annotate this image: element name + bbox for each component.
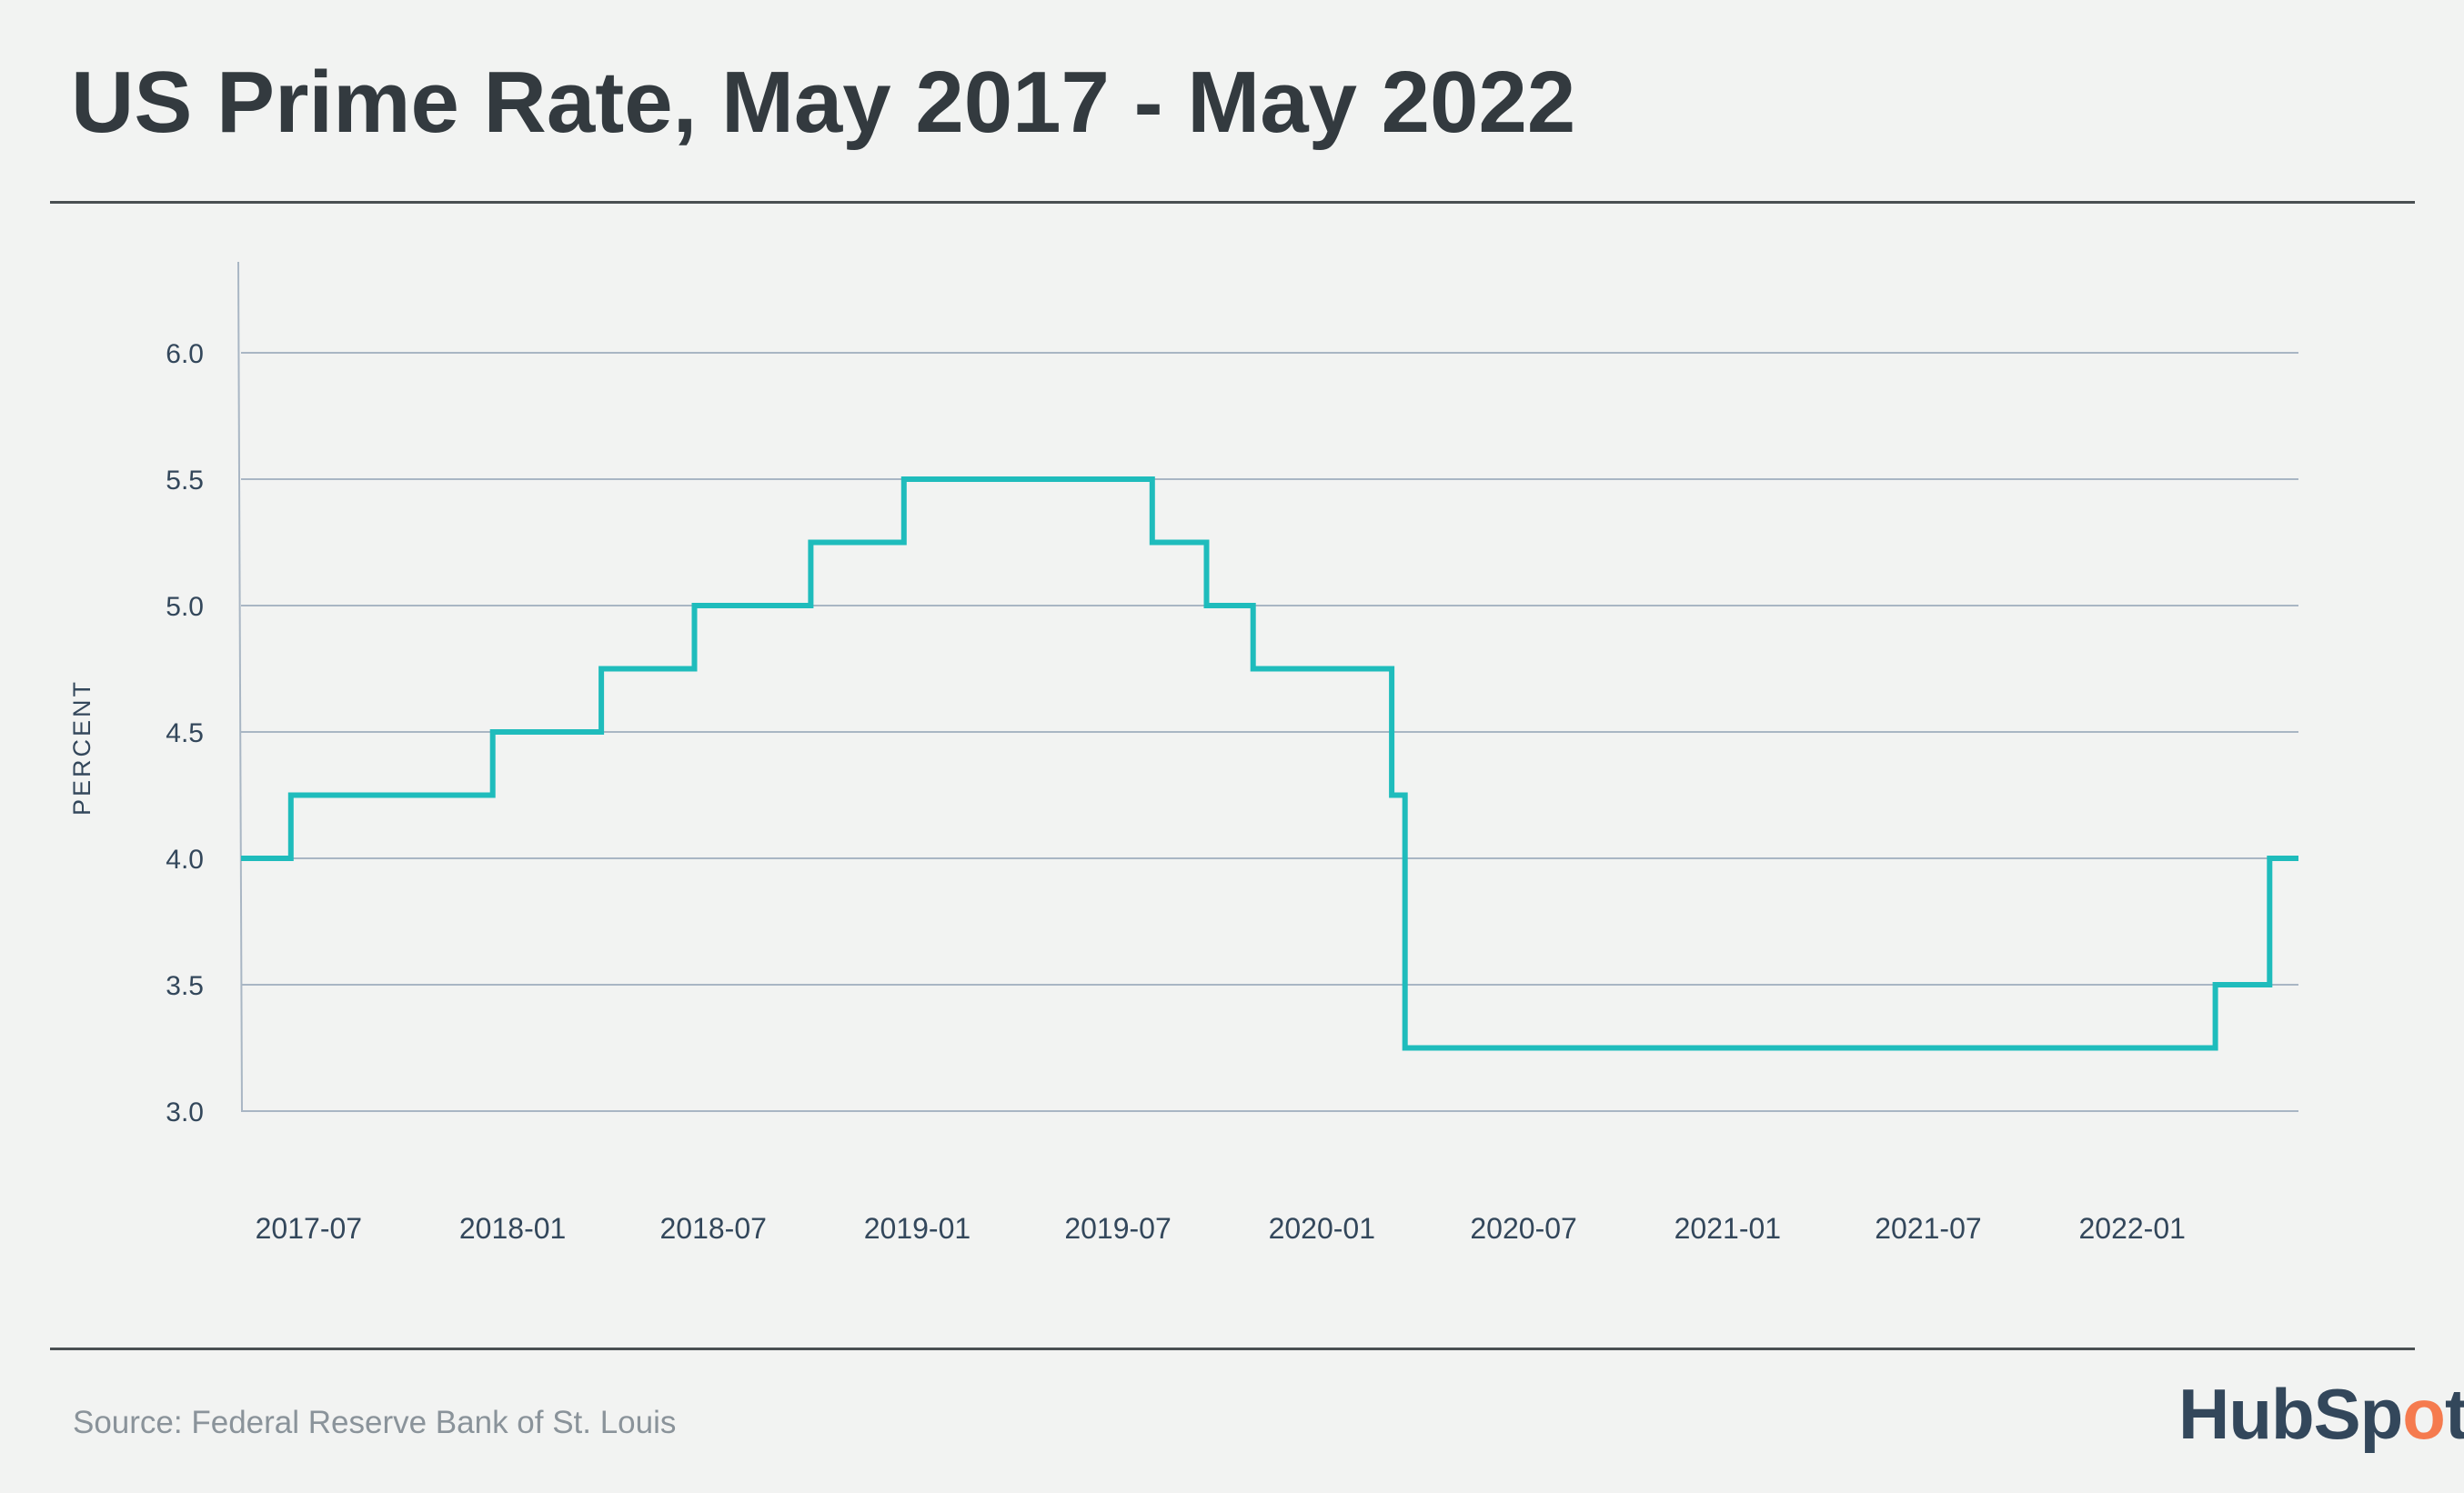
y-axis-label: PERCENT — [68, 679, 96, 816]
x-tick-label: 2018-01 — [459, 1212, 566, 1245]
x-tick-label: 2020-01 — [1269, 1212, 1375, 1245]
source-note: Source: Federal Reserve Bank of St. Loui… — [73, 1405, 677, 1440]
top-divider — [50, 201, 2415, 204]
series-layer — [241, 476, 2298, 1051]
y-tick-label: 4.5 — [166, 718, 204, 748]
y-tick-label: 6.0 — [166, 339, 204, 369]
y-axis-line — [237, 261, 243, 1112]
x-tick-label: 2019-01 — [864, 1212, 971, 1245]
grid-layer — [241, 352, 2298, 1112]
y-tick-label: 4.0 — [166, 845, 204, 875]
x-tick-label: 2019-07 — [1064, 1212, 1171, 1245]
chart-title: US Prime Rate, May 2017 - May 2022 — [71, 54, 1576, 151]
y-tick-label: 3.0 — [166, 1097, 204, 1127]
logo-text-start: HubSp — [2178, 1374, 2403, 1454]
prime-rate-line — [241, 476, 2298, 1051]
y-tick-label: 3.5 — [166, 971, 204, 1001]
x-tick-label: 2020-07 — [1470, 1212, 1576, 1245]
x-tick-labels: 2017-07 2018-01 2018-07 2019-01 2019-07 2020-… — [256, 1212, 2186, 1245]
x-tick-label: 2017-07 — [256, 1212, 362, 1245]
prime-rate-chart: 3.0 3.5 4.0 4.5 5.0 5.5 6.0 2017-07 2018-01 2018… — [68, 261, 2298, 1245]
hubspot-logo: HubSpot — [2178, 1373, 2464, 1456]
y-tick-label: 5.0 — [166, 592, 204, 622]
x-tick-label: 2021-01 — [1675, 1212, 1781, 1245]
x-tick-label: 2022-01 — [2078, 1212, 2185, 1245]
bottom-divider — [50, 1348, 2415, 1350]
sprocket-icon: o — [2402, 1374, 2446, 1454]
y-tick-labels: 3.0 3.5 4.0 4.5 5.0 5.5 6.0 — [166, 339, 204, 1127]
x-tick-label: 2018-07 — [659, 1212, 766, 1245]
axis-layer — [237, 261, 243, 1112]
logo-text-end: t — [2444, 1374, 2464, 1454]
y-tick-label: 5.5 — [166, 466, 204, 496]
x-tick-label: 2021-07 — [1875, 1212, 1981, 1245]
